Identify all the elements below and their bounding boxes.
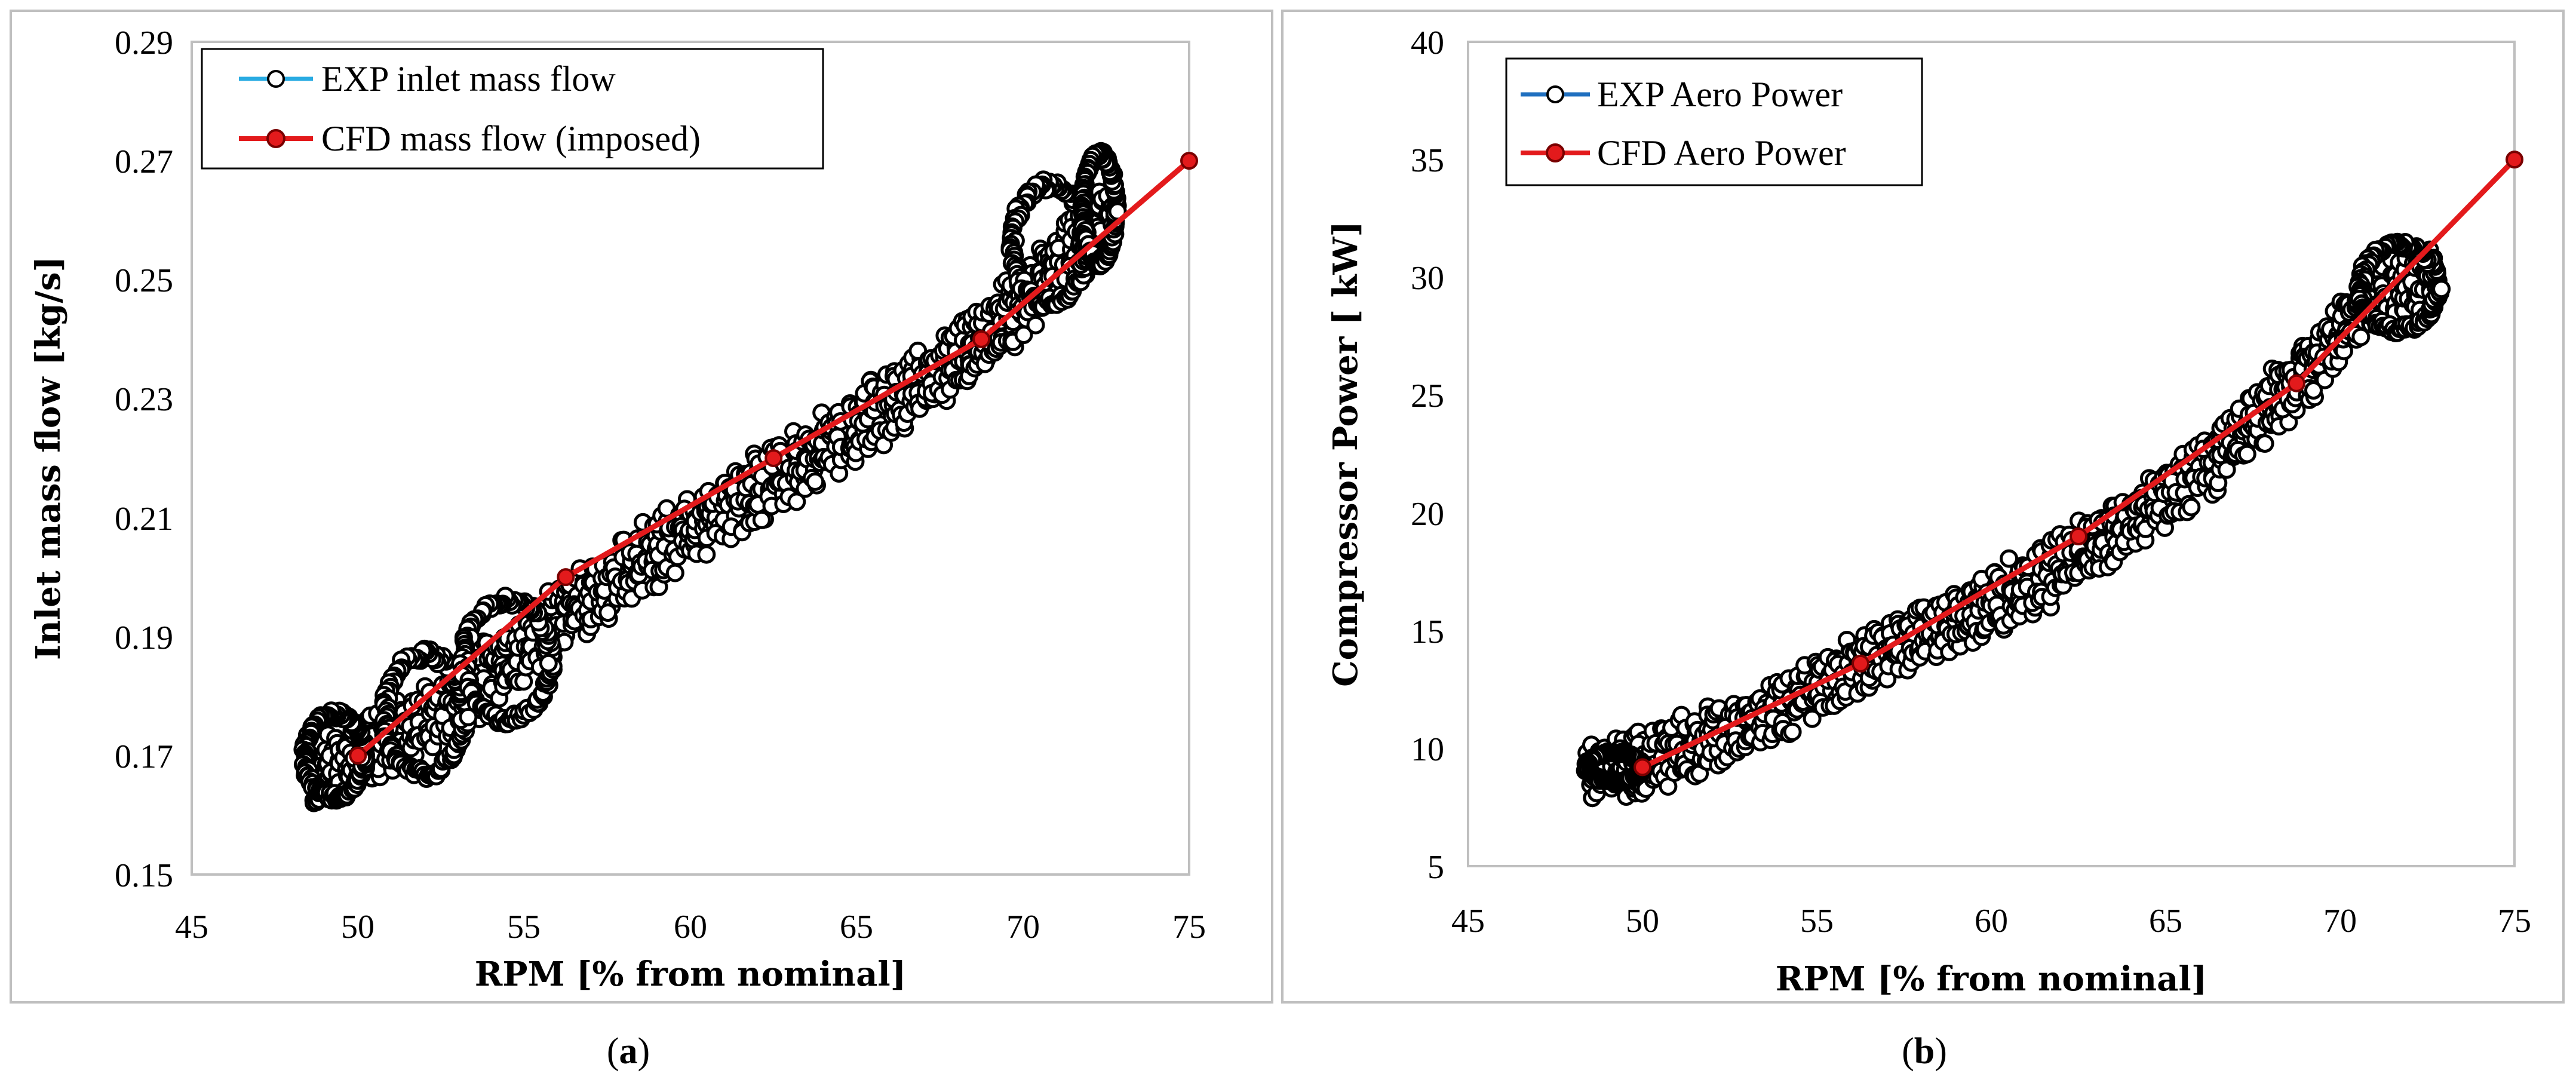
x-tick-label: 55 xyxy=(1800,903,1834,940)
legend-label: CFD Aero Power xyxy=(1597,133,1846,173)
exp-data-point xyxy=(459,707,478,726)
panel-b-plot-area xyxy=(1467,41,2516,867)
x-tick-label: 65 xyxy=(2149,903,2182,940)
y-tick-label: 5 xyxy=(1427,849,1444,886)
caption-paren-close: ) xyxy=(638,1031,650,1072)
x-tick-label: 60 xyxy=(674,909,707,946)
y-axis-title: Inlet mass flow [kg/s] xyxy=(29,256,68,660)
x-tick-label: 50 xyxy=(1626,903,1659,940)
exp-data-point xyxy=(697,545,716,564)
x-tick-label: 75 xyxy=(2498,903,2531,940)
legend-exp-marker xyxy=(1546,85,1564,103)
x-tick-label: 70 xyxy=(2323,903,2357,940)
x-axis-title: RPM [% from nominal] xyxy=(475,955,906,994)
x-tick-label: 50 xyxy=(341,909,374,946)
chart-panel-b: 5 10 15 20 25 30 35 40 45 50 55 60 65 70… xyxy=(1281,10,2565,1072)
caption-paren-open: ( xyxy=(607,1031,619,1072)
exp-data-point xyxy=(598,603,618,622)
caption-b: (b) xyxy=(1902,1031,1947,1072)
y-tick-label: 30 xyxy=(1411,260,1444,297)
y-tick-label: 35 xyxy=(1411,142,1444,179)
caption-paren-close: ) xyxy=(1935,1031,1947,1072)
panel-b-x-ticks: 45 50 55 60 65 70 75 xyxy=(1451,903,2531,940)
panel-a-x-ticks: 45 50 55 60 65 70 75 xyxy=(175,909,1206,946)
legend-label: EXP Aero Power xyxy=(1597,75,1843,114)
panel-a-plot-area xyxy=(191,41,1190,876)
caption-paren-open: ( xyxy=(1902,1031,1914,1072)
y-tick-label: 0.23 xyxy=(115,381,173,418)
exp-data-point xyxy=(787,492,806,511)
y-tick-label: 0.19 xyxy=(115,619,173,656)
y-tick-label: 40 xyxy=(1411,24,1444,62)
cfd-data-point xyxy=(1852,654,1869,673)
legend-label: EXP inlet mass flow xyxy=(321,59,616,99)
cfd-data-point xyxy=(764,449,783,467)
exp-data-point xyxy=(2255,434,2274,453)
cfd-data-point xyxy=(1634,758,1651,777)
exp-data-point xyxy=(665,563,684,582)
legend-item-cfd: CFD mass flow (imposed) xyxy=(239,119,701,158)
x-tick-label: 60 xyxy=(1975,903,2008,940)
legend-cfd-marker xyxy=(1546,143,1565,162)
caption-letter: a xyxy=(619,1031,638,1072)
exp-data-point xyxy=(1026,315,1045,335)
caption-a: (a) xyxy=(607,1031,650,1072)
cfd-data-point xyxy=(349,746,367,765)
cfd-mass-flow-series xyxy=(349,152,1198,765)
x-tick-label: 75 xyxy=(1172,909,1206,946)
y-tick-label: 0.25 xyxy=(115,262,173,299)
exp-data-point xyxy=(2237,444,2256,464)
y-tick-label: 0.29 xyxy=(115,24,173,62)
y-tick-label: 0.15 xyxy=(115,857,173,894)
exp-data-point xyxy=(2182,498,2201,517)
chart-panel-a: 0.15 0.17 0.19 0.21 0.23 0.25 0.27 0.29 … xyxy=(10,10,1273,1072)
caption-letter: b xyxy=(1914,1031,1935,1072)
y-tick-label: 0.27 xyxy=(115,143,173,180)
cfd-data-point xyxy=(557,568,575,587)
y-axis-title: Compressor Power [ kW] xyxy=(1326,221,1365,687)
y-tick-label: 10 xyxy=(1411,731,1444,768)
x-tick-label: 45 xyxy=(1451,903,1485,940)
legend-exp-marker xyxy=(267,70,285,88)
cfd-data-point xyxy=(1180,152,1198,170)
panel-a-y-ticks: 0.15 0.17 0.19 0.21 0.23 0.25 0.27 0.29 xyxy=(115,24,173,894)
x-tick-label: 65 xyxy=(840,909,873,946)
x-tick-label: 55 xyxy=(507,909,541,946)
cfd-data-point xyxy=(2288,374,2305,392)
legend-label: CFD mass flow (imposed) xyxy=(321,119,701,158)
exp-data-point xyxy=(2432,280,2451,299)
exp-data-point xyxy=(1783,722,1802,741)
legend-item-exp: EXP inlet mass flow xyxy=(239,59,616,99)
cfd-data-point xyxy=(972,330,991,348)
exp-data-point xyxy=(539,653,558,673)
x-tick-label: 70 xyxy=(1006,909,1040,946)
exp-data-point xyxy=(806,472,825,491)
y-tick-label: 25 xyxy=(1411,378,1444,415)
cfd-data-point xyxy=(2070,527,2087,545)
exp-data-point xyxy=(752,510,771,529)
panel-b-legend: EXP Aero Power CFD Aero Power xyxy=(1505,57,1923,186)
x-axis-title: RPM [% from nominal] xyxy=(1776,959,2207,999)
panel-a-legend: EXP inlet mass flow CFD mass flow (impos… xyxy=(201,48,824,170)
y-tick-label: 0.21 xyxy=(115,501,173,538)
y-tick-label: 0.17 xyxy=(115,738,173,775)
y-tick-label: 15 xyxy=(1411,613,1444,651)
x-tick-label: 45 xyxy=(175,909,208,946)
legend-cfd-marker xyxy=(266,129,285,148)
panel-b-y-ticks: 5 10 15 20 25 30 35 40 xyxy=(1411,24,1444,886)
legend-box xyxy=(201,48,824,170)
cfd-data-point xyxy=(2506,151,2523,169)
y-tick-label: 20 xyxy=(1411,496,1444,533)
